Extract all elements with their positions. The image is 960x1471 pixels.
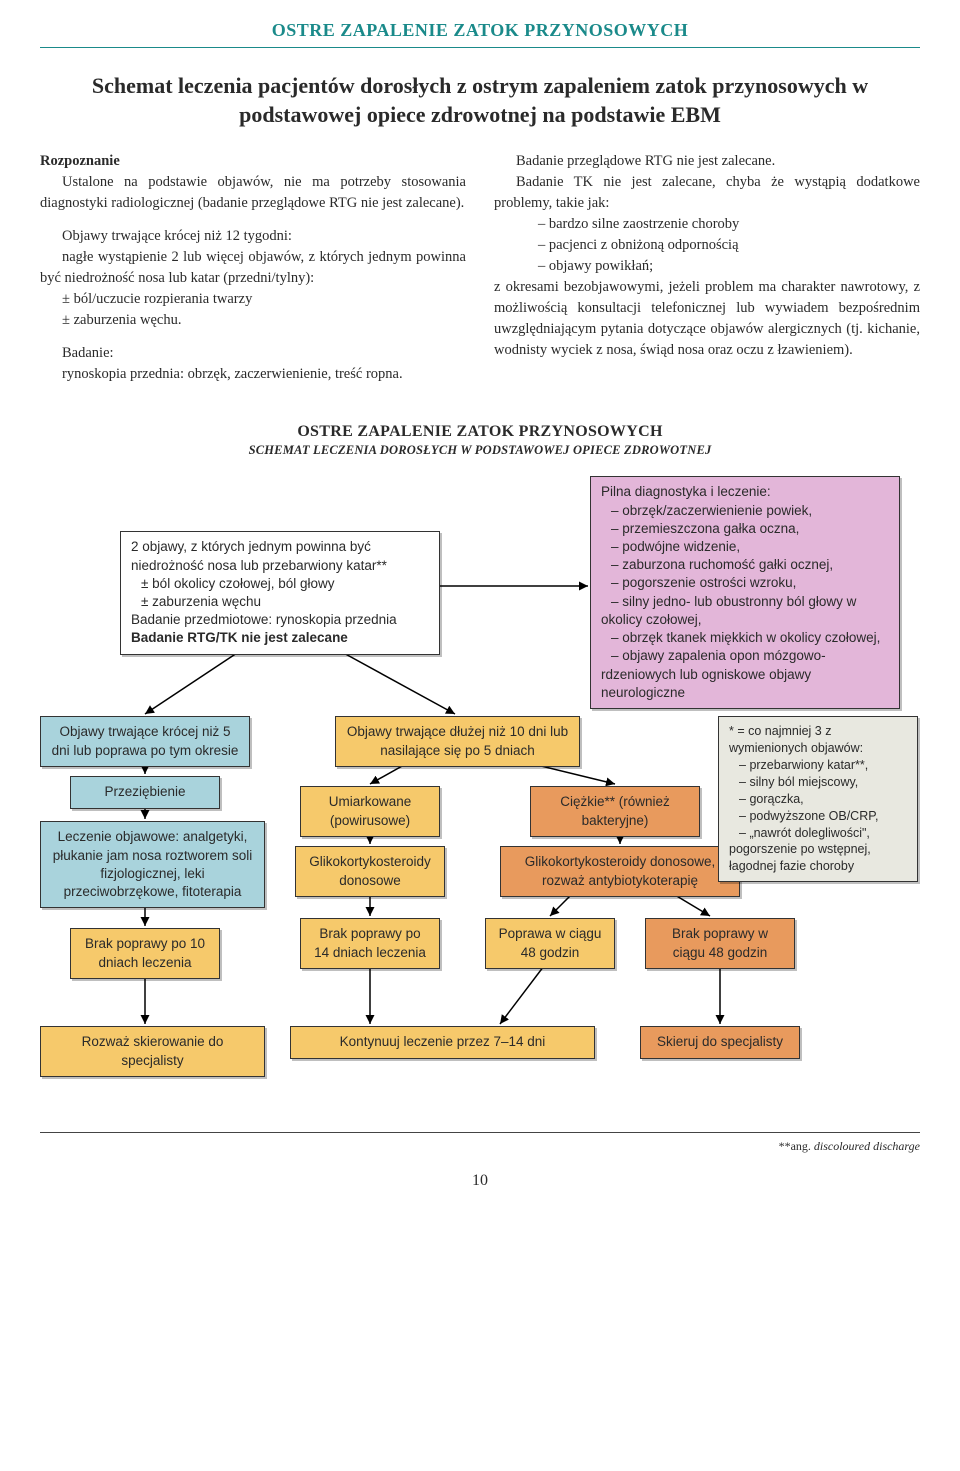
header-rule bbox=[40, 47, 920, 48]
footnote-pre: **ang. bbox=[779, 1139, 814, 1153]
right-column: Badanie przeglądowe RTG nie jest zalecan… bbox=[494, 151, 920, 397]
schema-subtitle: SCHEMAT LECZENIA DOROSŁYCH W PODSTAWOWEJ… bbox=[40, 443, 920, 458]
note-i3: gorączka, bbox=[729, 791, 907, 808]
right-p2: Badanie TK nie jest zalecane, chyba że w… bbox=[494, 172, 920, 214]
pink-i7: obrzęk tkanek miękkich w okolicy czołowe… bbox=[601, 629, 889, 647]
flow-symptoms-10d: Objawy trwające dłużej niż 10 dni lub na… bbox=[335, 716, 580, 766]
page-header: OSTRE ZAPALENIE ZATOK PRZYNOSOWYCH bbox=[40, 20, 920, 41]
flow-no-improve-14: Brak poprawy po 14 dniach leczenia bbox=[300, 918, 440, 968]
flowchart: 2 objawy, z których jednym powinna być n… bbox=[40, 476, 920, 1116]
left-p3b: rynoskopia przednia: obrzęk, zaczerwieni… bbox=[40, 364, 466, 385]
flow-left-symptoms: Objawy trwające krócej niż 5 dni lub pop… bbox=[40, 716, 250, 766]
note-i2: silny ból miejscowy, bbox=[729, 774, 907, 791]
flow-refer-specialist: Skieruj do specjalisty bbox=[640, 1026, 800, 1058]
flow-improve-48: Poprawa w ciągu 48 godzin bbox=[485, 918, 615, 968]
note-i5: „nawrót dolegliwości", pogorszenie po ws… bbox=[729, 825, 907, 876]
start-l4: Badanie przedmiotowe: rynoskopia przedni… bbox=[131, 611, 429, 629]
left-p2b: nagłe wystąpienie 2 lub więcej objawów, … bbox=[40, 247, 466, 289]
pink-i2: przemieszczona gałka oczna, bbox=[601, 520, 889, 538]
right-d3: objawy powikłań; bbox=[538, 256, 920, 277]
right-p1: Badanie przeglądowe RTG nie jest zalecan… bbox=[494, 151, 920, 172]
left-column: Rozpoznanie Ustalone na podstawie objawó… bbox=[40, 151, 466, 397]
pink-i1: obrzęk/zaczerwienienie powiek, bbox=[601, 502, 889, 520]
page-number: 10 bbox=[40, 1172, 920, 1190]
flow-continue-tx: Kontynuuj leczenie przez 7–14 dni bbox=[290, 1026, 595, 1058]
footnote: **ang. discoloured discharge bbox=[40, 1139, 920, 1154]
note-i4: podwyższone OB/CRP, bbox=[729, 808, 907, 825]
note-title: * = co najmniej 3 z wymienionych objawów… bbox=[729, 723, 907, 757]
right-d2: pacjenci z obniżoną odpornością bbox=[538, 235, 920, 256]
left-p3a: Badanie: bbox=[40, 343, 466, 364]
flow-start-box: 2 objawy, z których jednym powinna być n… bbox=[120, 531, 440, 654]
flow-urgent-box: Pilna diagnostyka i leczenie: obrzęk/zac… bbox=[590, 476, 900, 709]
pink-i3: podwójne widzenie, bbox=[601, 538, 889, 556]
start-l1: 2 objawy, z których jednym powinna być n… bbox=[131, 538, 429, 574]
schema-title: OSTRE ZAPALENIE ZATOK PRZYNOSOWYCH bbox=[40, 423, 920, 441]
footnote-italic: discoloured discharge bbox=[814, 1139, 920, 1153]
flow-gcs-nasal: Glikokortykosteroidy donosowe bbox=[295, 846, 445, 896]
intro-columns: Rozpoznanie Ustalone na podstawie objawó… bbox=[40, 151, 920, 397]
right-p3: z okresami bezobjawowymi, jeżeli problem… bbox=[494, 279, 908, 295]
flow-note-box: * = co najmniej 3 z wymienionych objawów… bbox=[718, 716, 918, 882]
pink-i6: silny jedno- lub obustronny ból głowy w … bbox=[601, 593, 889, 629]
flow-no-improve-10: Brak poprawy po 10 dniach leczenia bbox=[70, 928, 220, 978]
right-d1: bardzo silne zaostrzenie choroby bbox=[538, 214, 920, 235]
pink-i4: zaburzona ruchomość gałki ocznej, bbox=[601, 556, 889, 574]
flow-moderate: Umiarkowane (powirusowe) bbox=[300, 786, 440, 836]
rozpoznanie-heading: Rozpoznanie bbox=[40, 153, 120, 169]
pink-i8: objawy zapalenia opon mózgowo-rdzeniowyc… bbox=[601, 647, 889, 702]
flow-cold: Przeziębienie bbox=[70, 776, 220, 808]
left-p2a: Objawy trwające krócej niż 12 tygodni: bbox=[40, 226, 466, 247]
start-l2: ból okolicy czołowej, ból głowy bbox=[131, 575, 429, 593]
footer-rule bbox=[40, 1132, 920, 1133]
flow-gcs-abx: Glikokortykosteroidy donosowe, rozważ an… bbox=[500, 846, 740, 896]
flow-severe: Ciężkie** (również bakteryjne) bbox=[530, 786, 700, 836]
flow-no-improve-48: Brak poprawy w ciągu 48 godzin bbox=[645, 918, 795, 968]
main-title: Schemat leczenia pacjentów dorosłych z o… bbox=[40, 72, 920, 129]
left-p2d: ± zaburzenia węchu. bbox=[40, 310, 466, 331]
start-l5: Badanie RTG/TK nie jest zalecane bbox=[131, 629, 429, 647]
left-p1: Ustalone na podstawie objawów, nie ma po… bbox=[40, 172, 466, 214]
flow-refer-consider: Rozważ skierowanie do specjalisty bbox=[40, 1026, 265, 1076]
pink-title: Pilna diagnostyka i leczenie: bbox=[601, 483, 889, 501]
left-p2c: ± ból/uczucie rozpierania twarzy bbox=[40, 289, 466, 310]
pink-i5: pogorszenie ostrości wzroku, bbox=[601, 574, 889, 592]
note-i1: przebarwiony katar**, bbox=[729, 757, 907, 774]
flow-symptomatic-tx: Leczenie objawowe: analgetyki, płukanie … bbox=[40, 821, 265, 908]
start-l3: zaburzenia węchu bbox=[131, 593, 429, 611]
